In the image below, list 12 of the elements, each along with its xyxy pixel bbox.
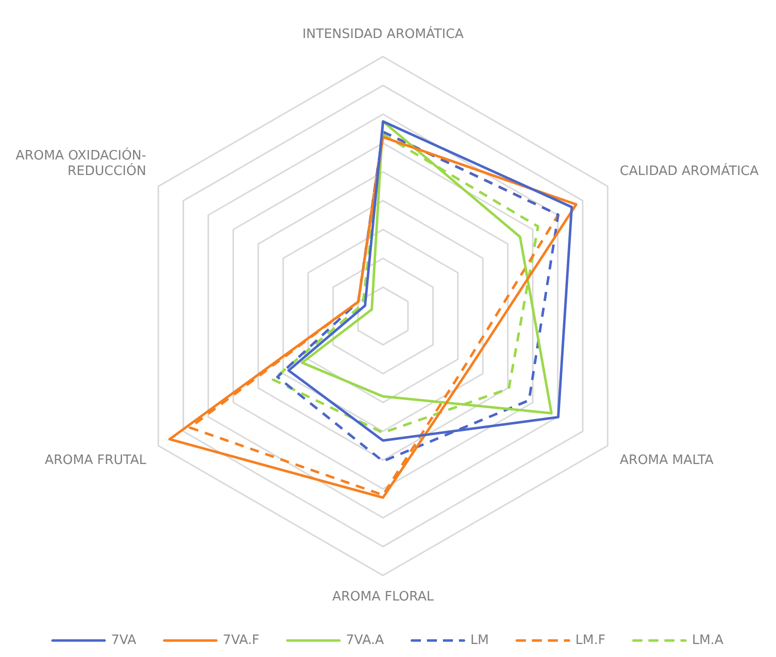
- legend-label: 7VA.A: [346, 632, 384, 648]
- spoke-label: AROMA OXIDACIÓN-REDUCCIÓN: [16, 146, 147, 179]
- spoke-label: AROMA FRUTAL: [44, 452, 147, 468]
- legend-label: 7VA.F: [222, 632, 260, 648]
- legend-label: LM.A: [692, 632, 724, 648]
- legend-label: LM.F: [575, 632, 606, 648]
- spoke-label: CALIDAD AROMÁTICA: [620, 162, 759, 179]
- spoke-label: AROMA FLORAL: [332, 590, 435, 605]
- legend-label: 7VA: [111, 632, 136, 648]
- spoke-label: INTENSIDAD AROMÁTICA: [302, 25, 464, 42]
- legend-label: LM: [470, 632, 489, 648]
- spoke-label: AROMA MALTA: [620, 452, 714, 468]
